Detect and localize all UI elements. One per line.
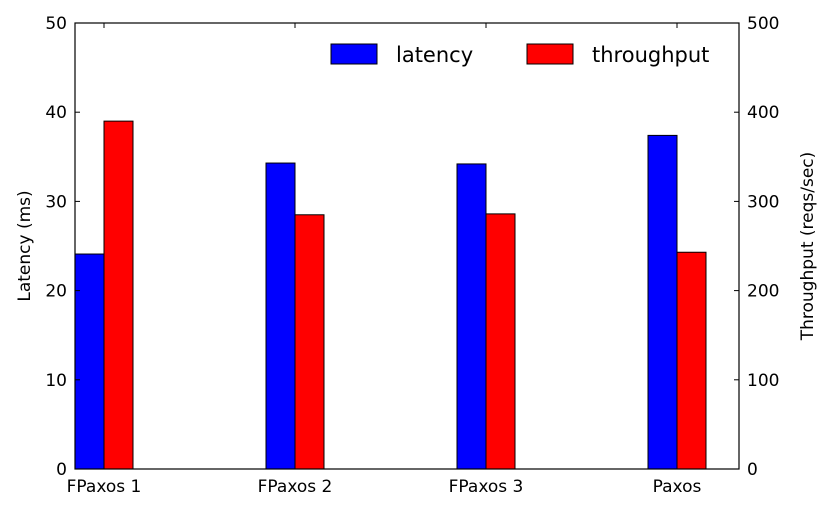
y2-tick-label-2: 200 xyxy=(747,282,779,302)
legend-label-latency: latency xyxy=(396,43,473,67)
y2-tick-label-3: 300 xyxy=(747,192,779,212)
bar-throughput-2 xyxy=(485,213,516,470)
bar-throughput-0 xyxy=(103,120,134,470)
legend-label-throughput: throughput xyxy=(592,43,709,67)
y2-tick-label-1: 100 xyxy=(747,371,779,391)
y-axis-label: Latency (ms) xyxy=(15,190,35,301)
y-tick-label-2: 20 xyxy=(45,282,67,302)
bar-latency-2 xyxy=(456,163,487,470)
bars-layer xyxy=(74,120,707,470)
y2-axis-label: Throughput (reqs/sec) xyxy=(798,152,818,342)
bar-throughput-3 xyxy=(676,251,707,470)
legend-swatch-latency xyxy=(330,43,378,65)
y-tick-label-3: 30 xyxy=(45,192,67,212)
bar-throughput-1 xyxy=(294,214,325,470)
bar-latency-0 xyxy=(74,253,105,470)
legend: latency throughput xyxy=(330,43,709,67)
ticks-layer: FPaxos 1 FPaxos 2 FPaxos 3 Paxos 0 10 20 30 40 50… xyxy=(45,14,779,497)
y2-tick-label-5: 500 xyxy=(747,14,779,34)
y-tick-label-5: 50 xyxy=(45,14,67,34)
x-tick-label-2: FPaxos 3 xyxy=(449,477,524,497)
x-tick-label-0: FPaxos 1 xyxy=(67,477,142,497)
bar-latency-1 xyxy=(265,162,296,470)
plot-frame xyxy=(74,22,740,470)
y-tick-label-0: 0 xyxy=(56,460,67,480)
y2-tick-label-0: 0 xyxy=(747,460,758,480)
x-tick-label-1: FPaxos 2 xyxy=(258,477,333,497)
y-tick-label-1: 10 xyxy=(45,371,67,391)
x-tick-label-3: Paxos xyxy=(653,477,702,497)
y-tick-label-4: 40 xyxy=(45,103,67,123)
bar-latency-3 xyxy=(647,134,678,470)
y2-tick-label-4: 400 xyxy=(747,103,779,123)
legend-swatch-throughput xyxy=(526,43,574,65)
